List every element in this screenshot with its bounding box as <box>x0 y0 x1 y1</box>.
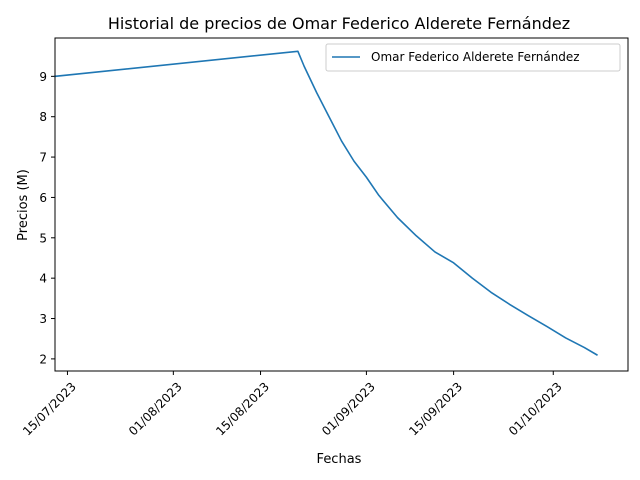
y-tick-label: 8 <box>39 110 47 124</box>
y-tick-label: 7 <box>39 151 47 165</box>
x-tick-label: 01/10/2023 <box>506 380 565 439</box>
x-tick-label: 15/09/2023 <box>406 380 465 439</box>
y-tick-label: 6 <box>39 191 47 205</box>
y-tick-label: 3 <box>39 312 47 326</box>
legend-label: Omar Federico Alderete Fernández <box>371 50 580 64</box>
x-tick-label: 15/07/2023 <box>20 380 79 439</box>
legend: Omar Federico Alderete Fernández <box>325 43 621 72</box>
x-tick-label: 01/08/2023 <box>126 380 185 439</box>
x-axis-label: Fechas <box>317 452 362 467</box>
y-tick-label: 9 <box>39 70 47 84</box>
x-tick-label: 01/09/2023 <box>319 380 378 439</box>
chart-title: Historial de precios de Omar Federico Al… <box>108 14 570 33</box>
axis-ticks: 2 3 4 5 6 7 8 9 15/07/2023 01/08/2023 15/08/2023 01… <box>20 70 565 439</box>
y-tick-label: 4 <box>39 272 47 286</box>
x-tick-label: 15/08/2023 <box>213 380 272 439</box>
y-tick-label: 2 <box>39 352 47 366</box>
legend-box <box>325 43 621 72</box>
y-axis-label: Precios (M) <box>16 169 31 241</box>
series-line <box>54 50 598 356</box>
y-tick-label: 5 <box>39 231 47 245</box>
plot-area-frame <box>54 37 629 372</box>
